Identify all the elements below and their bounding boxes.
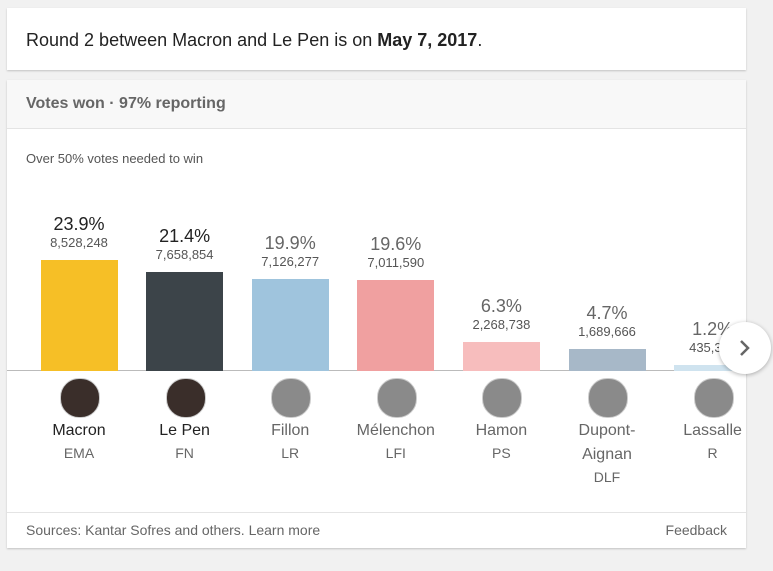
banner-text: Round 2 between Macron and Le Pen is on … <box>26 30 482 51</box>
banner-end: . <box>477 30 483 50</box>
candidate-name: Hamon <box>475 422 528 439</box>
avatar <box>60 378 100 418</box>
avatar <box>693 378 734 418</box>
vote-count: 8,528,248 <box>50 235 108 250</box>
vote-count: 7,011,590 <box>367 254 425 270</box>
sources[interactable]: Sources: Kantar Sofres and others. Learn… <box>26 522 321 538</box>
card-header: Votes won · 97% reporting <box>7 80 746 129</box>
value-label: 23.9% <box>53 214 105 234</box>
value-label: 21.4% <box>159 225 211 246</box>
next-arrow[interactable] <box>719 322 771 374</box>
banner-date: May 7, 2017 <box>377 30 478 50</box>
banner: Round 2 between Macron and Le Pen is on … <box>7 8 746 70</box>
party: DLF <box>593 469 621 485</box>
chevron <box>740 340 750 356</box>
value-label: 19.6% <box>370 233 422 254</box>
avatar <box>482 378 523 418</box>
party: EMA <box>63 445 95 461</box>
feedback-link[interactable]: Feedback <box>665 522 727 538</box>
chart-subtitle: Over 50% votes needed to win <box>26 151 204 166</box>
vote-count: 7,126,277 <box>261 253 320 269</box>
avatar <box>271 378 312 418</box>
party: FN <box>175 445 194 461</box>
avatar <box>588 378 628 418</box>
candidate-name: Le Pen <box>159 422 210 439</box>
candidate-name: Macron <box>52 422 106 439</box>
bar <box>357 279 435 371</box>
bar <box>674 365 746 371</box>
bar <box>568 349 646 371</box>
vote-count: 2,268,738 <box>472 316 531 332</box>
value-label: 19.9% <box>264 232 316 253</box>
party: LR <box>281 445 300 461</box>
bar <box>462 341 540 371</box>
candidate-name: Dupont-Aignan <box>578 422 636 463</box>
header-text: Votes won · 97% reporting <box>26 95 226 112</box>
value-label: 6.3% <box>480 295 522 316</box>
avatar <box>165 378 206 418</box>
avatar <box>376 378 417 418</box>
candidate-name: Lassalle <box>683 422 742 439</box>
banner-lead: Round 2 between Macron and Le Pen is on <box>26 30 378 50</box>
party: R <box>707 445 718 461</box>
footer-divider <box>7 512 746 513</box>
bar <box>40 260 118 371</box>
bar <box>146 271 224 371</box>
results-card: Votes won · 97% reporting Over 50% votes… <box>7 80 746 548</box>
candidate-name: Mélenchon <box>356 422 435 439</box>
party: PS <box>492 445 511 461</box>
value-label: 4.7% <box>586 303 628 324</box>
bar <box>251 278 329 371</box>
vote-count: 7,658,854 <box>155 246 214 262</box>
party: LFI <box>385 445 406 461</box>
vote-count: 1,689,666 <box>578 324 636 340</box>
candidate-name: Fillon <box>271 422 310 439</box>
